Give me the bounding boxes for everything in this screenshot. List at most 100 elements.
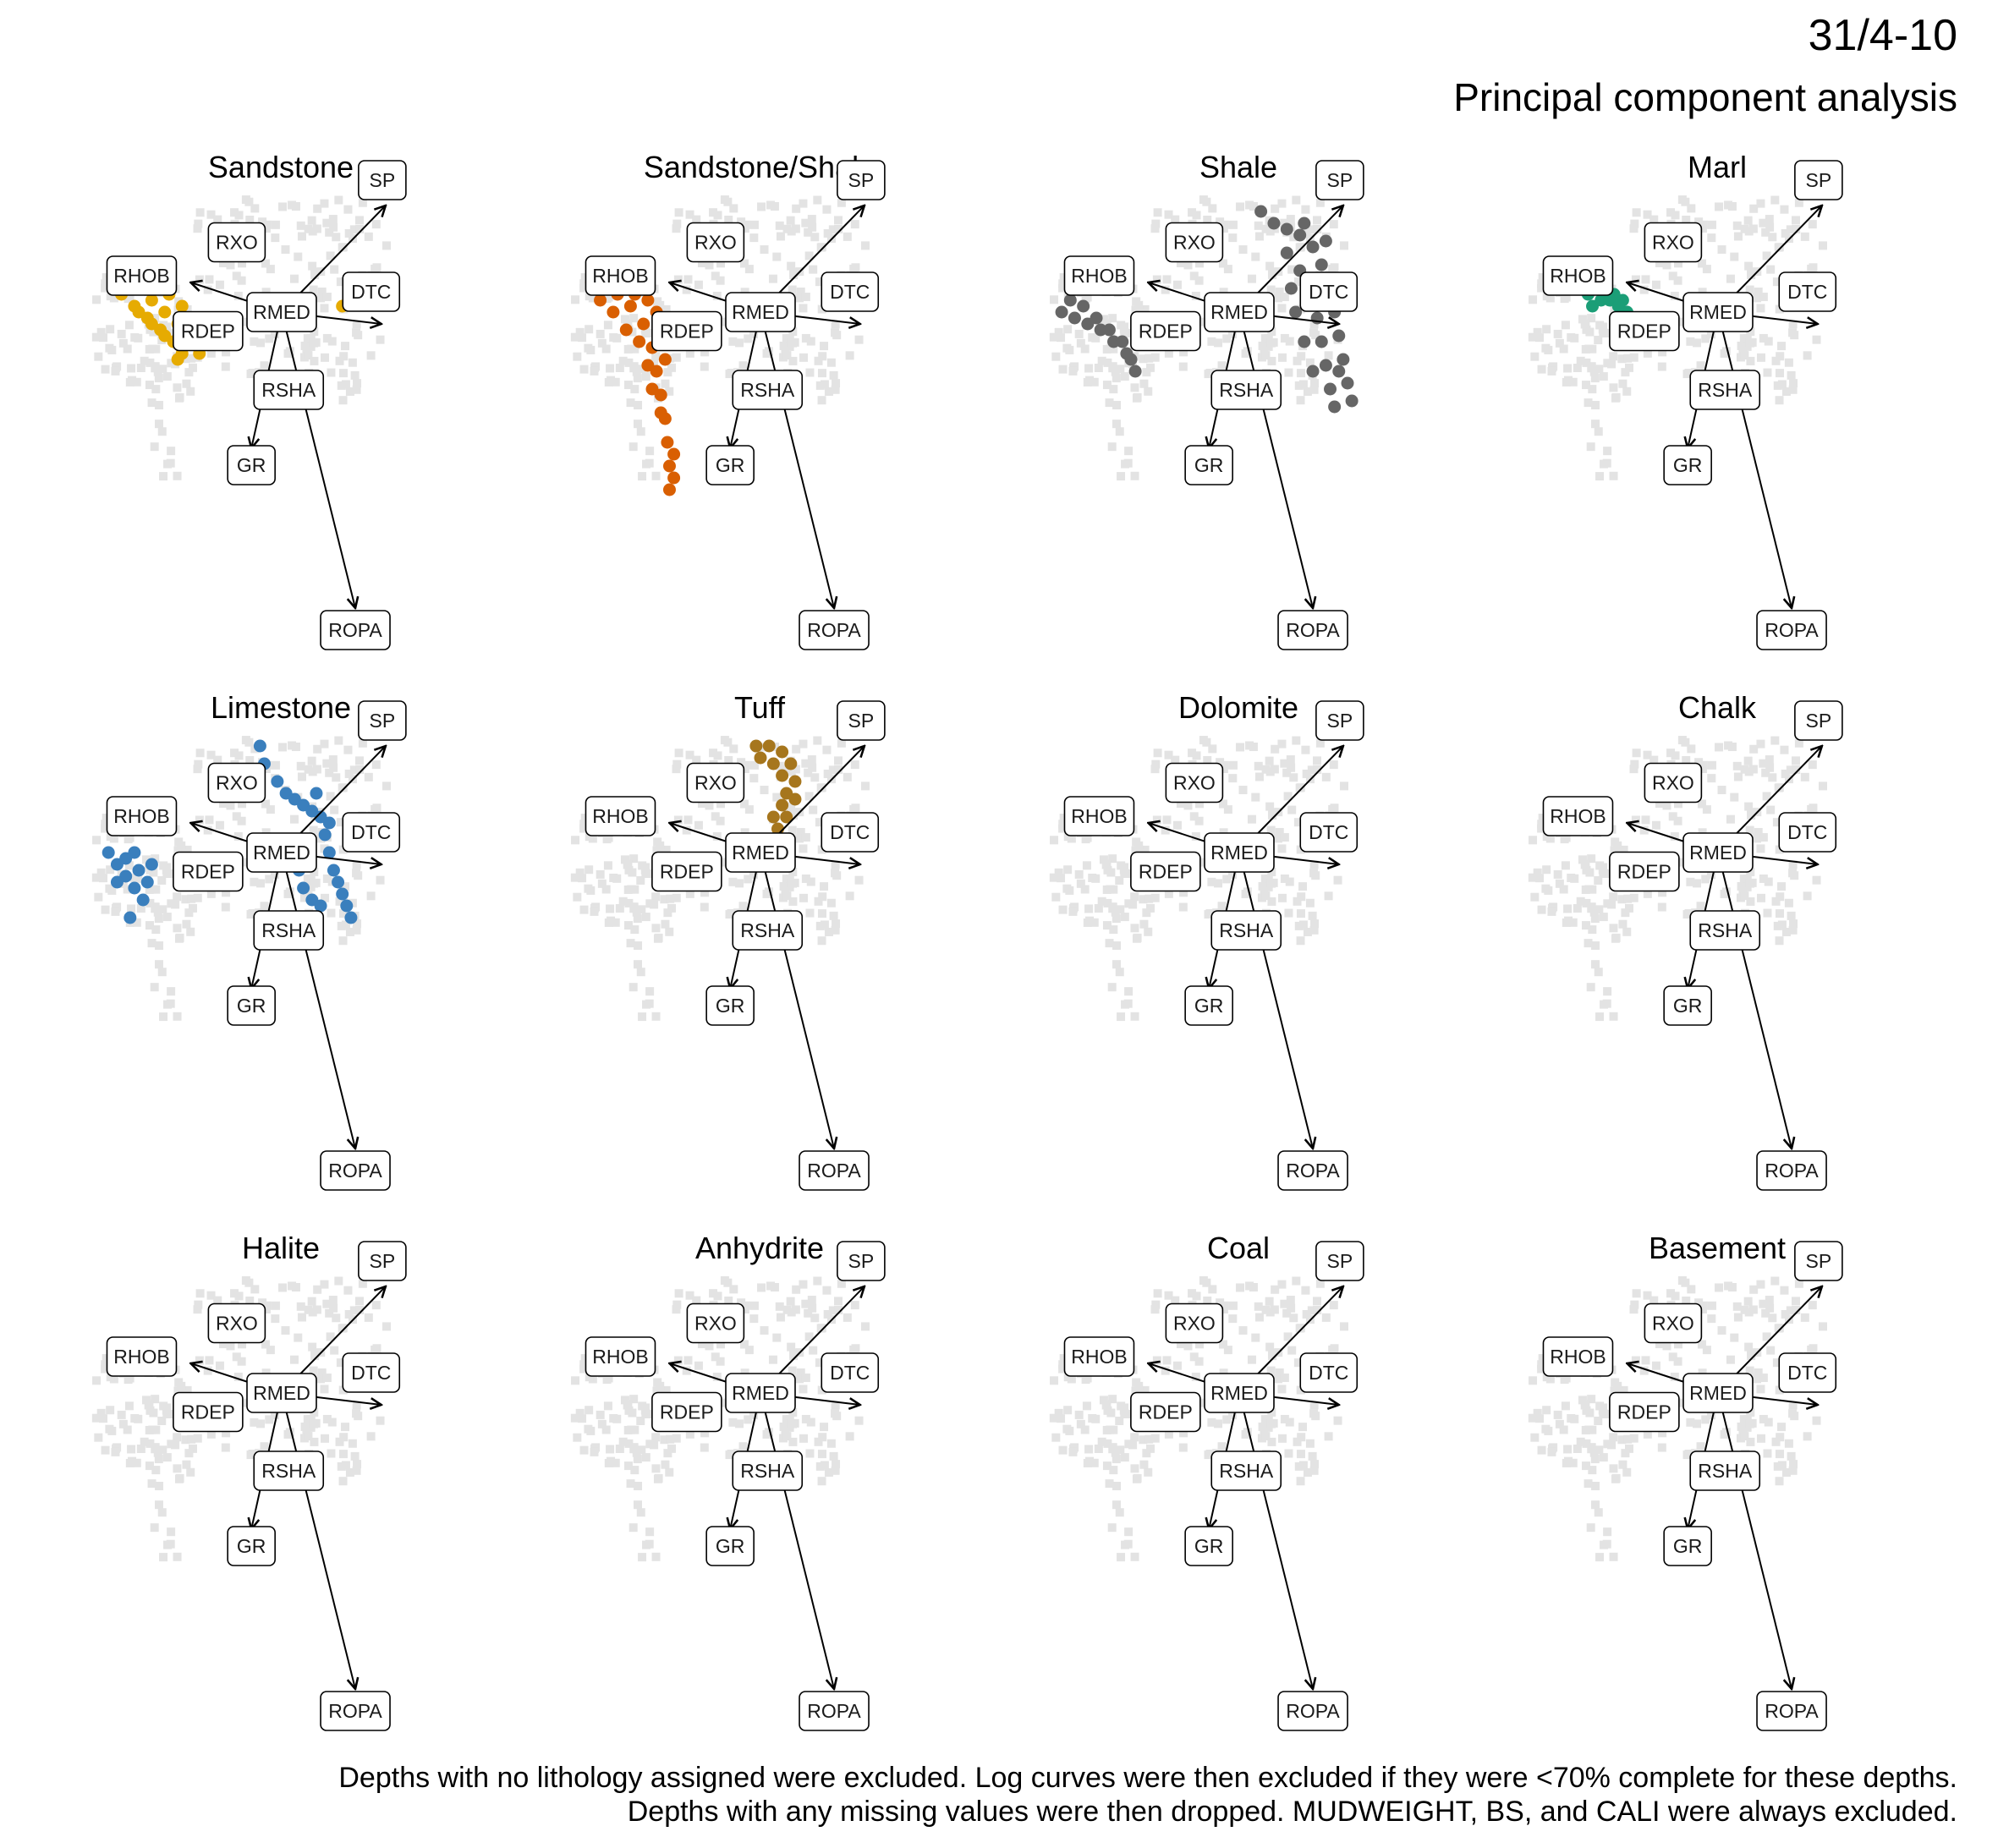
background-point	[573, 352, 582, 361]
background-point	[1164, 1429, 1173, 1439]
background-point	[1302, 1309, 1311, 1319]
background-point	[1599, 913, 1608, 922]
data-point	[766, 757, 780, 770]
loading-label-rxo: RXO	[1644, 222, 1703, 263]
background-point	[1214, 338, 1223, 348]
background-point	[364, 232, 373, 241]
background-point	[1609, 1433, 1618, 1442]
background-point	[1618, 379, 1627, 388]
background-point	[1058, 283, 1068, 293]
background-point	[193, 1434, 202, 1443]
background-point	[1582, 1439, 1591, 1448]
background-point	[1051, 352, 1061, 361]
background-point	[1584, 1425, 1594, 1434]
background-point	[603, 1401, 612, 1411]
data-point	[654, 406, 667, 420]
background-point	[106, 292, 115, 301]
background-point	[193, 1305, 202, 1314]
background-point	[1559, 344, 1568, 354]
background-point	[101, 279, 110, 288]
background-point	[1764, 877, 1773, 886]
background-point	[1789, 1460, 1798, 1469]
background-point	[1530, 1433, 1540, 1442]
loading-label-box	[1277, 1691, 1348, 1731]
background-point	[94, 892, 103, 902]
background-point	[700, 902, 709, 912]
background-point	[1542, 325, 1551, 334]
background-point	[804, 1332, 814, 1341]
background-point	[720, 1398, 729, 1407]
background-point	[154, 374, 163, 383]
background-point	[288, 741, 297, 750]
background-point	[310, 1437, 319, 1446]
background-point	[1693, 1419, 1702, 1428]
background-point	[344, 228, 354, 238]
loading-label-rdep: RDEP	[651, 1391, 722, 1433]
background-point	[1772, 818, 1781, 827]
background-point	[1228, 760, 1238, 770]
background-point	[1595, 1445, 1604, 1455]
background-point	[1744, 261, 1754, 271]
loading-label-box	[320, 1150, 391, 1191]
background-point	[787, 227, 796, 236]
background-point	[1109, 925, 1118, 935]
background-point	[1623, 1434, 1633, 1444]
background-point	[1192, 751, 1201, 760]
loading-label-dtc: DTC	[1299, 271, 1359, 312]
background-point	[1097, 356, 1106, 365]
background-point	[1748, 224, 1758, 233]
background-point	[1666, 1289, 1676, 1298]
loading-label-rmed: RMED	[725, 292, 796, 332]
background-point	[1084, 904, 1094, 913]
background-point	[788, 338, 797, 348]
background-point	[672, 893, 681, 902]
background-point	[1599, 372, 1608, 381]
background-point	[92, 295, 102, 304]
background-point	[1697, 259, 1706, 268]
background-point	[815, 277, 824, 287]
background-point	[1538, 273, 1547, 282]
background-point	[1586, 983, 1595, 992]
loading-label-rmed: RMED	[246, 1373, 317, 1413]
loading-label-rdep: RDEP	[1130, 851, 1201, 892]
background-point	[124, 321, 134, 330]
data-point	[1289, 305, 1303, 319]
background-point	[1271, 204, 1280, 213]
background-point	[1775, 243, 1784, 252]
background-point	[579, 1445, 589, 1455]
background-point	[749, 220, 759, 229]
loading-label-text: ROPA	[1765, 619, 1819, 641]
background-point	[1218, 259, 1227, 268]
loading-label-text: RHOB	[1550, 265, 1606, 287]
background-point	[1573, 363, 1582, 372]
data-point	[145, 858, 158, 871]
background-point	[1192, 1291, 1201, 1301]
background-point	[1133, 933, 1142, 942]
loading-label-ropa: ROPA	[1277, 1150, 1348, 1191]
background-point	[1227, 1411, 1237, 1420]
background-point	[854, 335, 864, 344]
background-point	[166, 999, 175, 1008]
background-point	[158, 1445, 167, 1455]
loading-label-text: RXO	[1652, 232, 1694, 254]
background-point	[330, 1346, 339, 1355]
background-point	[711, 271, 720, 281]
background-point	[1537, 1360, 1546, 1369]
background-point	[1754, 828, 1763, 837]
background-point	[1547, 907, 1556, 916]
background-point	[1236, 202, 1245, 211]
background-point	[672, 1305, 681, 1314]
background-point	[206, 889, 216, 898]
background-point	[1788, 385, 1798, 394]
background-point	[1682, 755, 1691, 765]
background-point	[1643, 889, 1652, 898]
background-point	[712, 291, 722, 300]
background-point	[623, 381, 633, 390]
background-point	[1649, 215, 1659, 224]
background-point	[1603, 447, 1612, 456]
background-point	[1784, 1439, 1793, 1448]
background-point	[1296, 936, 1305, 946]
background-point	[1787, 911, 1796, 920]
data-point	[776, 745, 789, 759]
background-point	[232, 1352, 241, 1362]
